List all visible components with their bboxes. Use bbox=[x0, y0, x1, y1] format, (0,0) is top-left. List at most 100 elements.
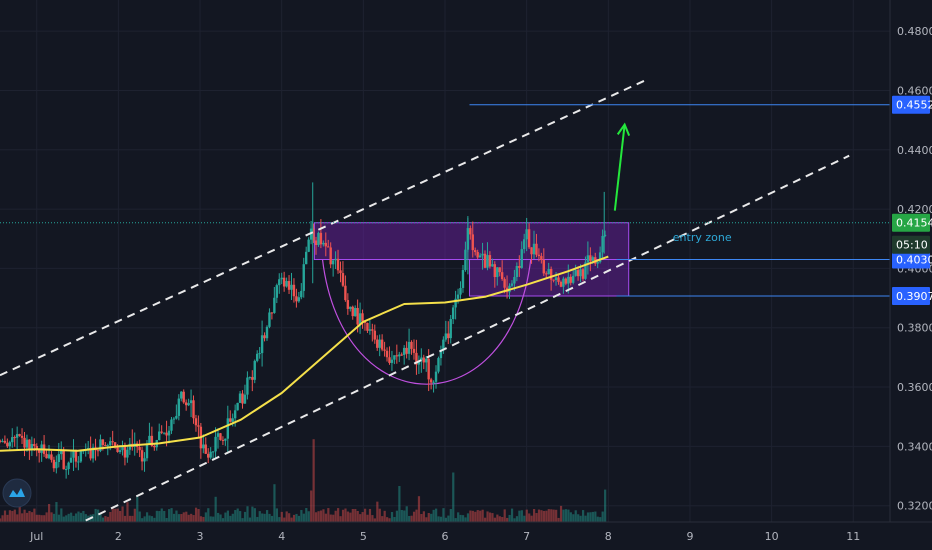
volume-bar bbox=[202, 516, 205, 522]
volume-bar bbox=[452, 472, 455, 522]
volume-bar bbox=[138, 511, 141, 522]
candle-body bbox=[47, 454, 51, 459]
volume-bar bbox=[209, 516, 212, 522]
volume-bar bbox=[263, 513, 266, 522]
volume-bar bbox=[471, 510, 474, 522]
volume-bar bbox=[21, 513, 24, 522]
candle-body bbox=[567, 276, 570, 284]
volume-bar bbox=[486, 511, 489, 522]
volume-bar bbox=[493, 517, 497, 522]
cup-curve[interactable] bbox=[321, 259, 532, 385]
volume-bar bbox=[344, 508, 347, 522]
moving-average bbox=[0, 255, 609, 452]
candle-body bbox=[358, 313, 362, 325]
candle-body bbox=[596, 262, 599, 264]
candle-body bbox=[564, 278, 568, 284]
volume-bar bbox=[381, 516, 384, 522]
candle-body bbox=[417, 360, 421, 365]
candle-body bbox=[319, 232, 323, 245]
time-axis[interactable]: Jul 2 3 4 5 6 7 8 9 10 11 bbox=[29, 530, 860, 543]
candle-body bbox=[91, 447, 95, 459]
volume-bar bbox=[417, 496, 421, 522]
volume-bar bbox=[383, 510, 386, 522]
volume-bar bbox=[584, 515, 587, 522]
y-tick-label: 0.4600 bbox=[897, 84, 932, 97]
volume-bar bbox=[572, 514, 575, 522]
candle-body bbox=[317, 232, 320, 246]
trend-line[interactable] bbox=[0, 77, 650, 377]
target-arrow[interactable] bbox=[613, 122, 631, 211]
candle-body bbox=[523, 239, 526, 250]
volume-bar bbox=[351, 508, 354, 522]
candle-body bbox=[601, 235, 604, 253]
candle-body bbox=[557, 277, 560, 282]
trend-line[interactable] bbox=[85, 154, 850, 522]
candle-body bbox=[366, 322, 369, 331]
candle-body bbox=[412, 348, 416, 353]
volume-bar bbox=[508, 514, 511, 522]
candle-body bbox=[304, 251, 308, 265]
volume-bar bbox=[368, 508, 372, 522]
zone-rectangle[interactable] bbox=[313, 222, 630, 261]
volume-bar bbox=[361, 512, 364, 522]
volume-bar bbox=[542, 510, 545, 522]
candle-body bbox=[292, 284, 296, 297]
volume-bar bbox=[307, 511, 310, 522]
candle-body bbox=[182, 391, 185, 403]
candle-body bbox=[410, 341, 413, 349]
candle-body bbox=[241, 393, 244, 404]
volume-bar bbox=[305, 508, 308, 522]
tradingview-logo-icon[interactable] bbox=[2, 478, 32, 508]
candle-body bbox=[300, 290, 303, 298]
volume-bar bbox=[567, 509, 570, 522]
candle-body bbox=[380, 339, 384, 350]
volume-bar bbox=[74, 513, 78, 522]
candle-body bbox=[113, 442, 117, 448]
candle-body bbox=[128, 443, 132, 450]
volume-bar bbox=[248, 517, 252, 522]
volume-bar bbox=[16, 514, 19, 522]
volume-bar bbox=[177, 514, 181, 522]
volume-bar bbox=[256, 516, 259, 522]
candle-body bbox=[488, 255, 492, 267]
trend-lines[interactable] bbox=[0, 77, 850, 522]
volume-bar bbox=[466, 513, 470, 522]
volume-bar bbox=[82, 510, 85, 522]
candle-body bbox=[444, 333, 448, 340]
volume-bar bbox=[513, 518, 516, 522]
candle-body bbox=[297, 297, 301, 302]
candle-body bbox=[170, 419, 173, 431]
horizontal-levels[interactable] bbox=[0, 104, 890, 297]
candle-body bbox=[363, 321, 367, 323]
volume-bar bbox=[376, 501, 379, 522]
volume-bar bbox=[530, 515, 533, 522]
volume-bar bbox=[393, 517, 396, 522]
volume-bar bbox=[481, 509, 484, 522]
volume-bar bbox=[11, 511, 14, 522]
volume-bar bbox=[435, 508, 438, 522]
volume-bar bbox=[356, 510, 359, 522]
candle-body bbox=[67, 462, 70, 470]
candle-body bbox=[287, 281, 291, 290]
volume-bar bbox=[437, 516, 440, 522]
candle-body bbox=[20, 435, 24, 438]
volume-bar bbox=[337, 508, 340, 522]
candle-body bbox=[449, 319, 452, 339]
volume-bar bbox=[273, 484, 276, 522]
candle-body bbox=[388, 357, 391, 363]
arrow-head[interactable] bbox=[616, 122, 631, 137]
last-price-tag-bg bbox=[892, 213, 930, 232]
candle-body bbox=[322, 242, 325, 245]
volume-bar bbox=[425, 517, 428, 522]
volume-bar bbox=[523, 515, 526, 522]
candle-body bbox=[184, 402, 188, 406]
price-axis-tags: 0.4552 0.4030 0.3907 0.4154 05:10 bbox=[892, 95, 932, 305]
candle-body bbox=[69, 457, 73, 463]
price-axis[interactable]: 0.32000.34000.36000.38000.40000.42000.44… bbox=[897, 25, 932, 513]
volume-bar bbox=[60, 508, 63, 522]
volume-bar bbox=[319, 510, 323, 522]
arrow-shaft[interactable] bbox=[613, 124, 626, 211]
candle-body bbox=[238, 393, 242, 403]
